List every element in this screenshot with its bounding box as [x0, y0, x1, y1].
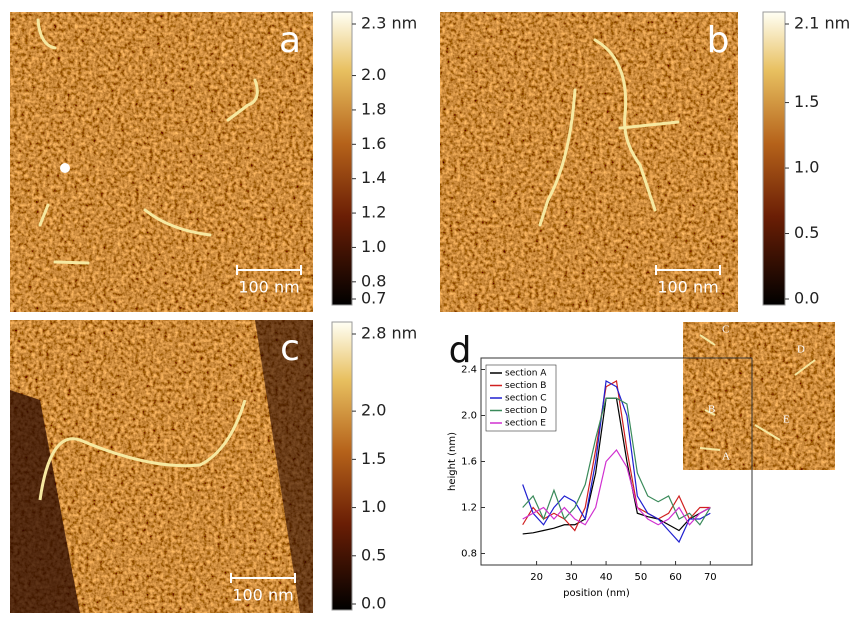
- colorbar-tick-label: 2.8 nm: [361, 324, 417, 343]
- x-tick-label: 20: [530, 572, 543, 583]
- colorbar-tick-label: 0.5: [794, 223, 819, 242]
- colorbar-tick-label: 0.0: [794, 289, 819, 308]
- afm-image-b: [440, 12, 738, 312]
- colorbar-tick-label: 0.8: [361, 271, 386, 290]
- colorbar-tick-label: 1.2: [361, 203, 386, 222]
- colorbar-tick-label: 1.4: [361, 168, 386, 187]
- x-axis-label: position (nm): [563, 588, 630, 599]
- colorbar-tick-label: 1.0: [361, 497, 386, 516]
- inset-label: B: [708, 404, 715, 416]
- afm-image-c: [10, 320, 313, 613]
- afm-inset: [683, 322, 835, 470]
- afm-image-a: [10, 12, 313, 312]
- y-tick-label: 2.0: [461, 411, 477, 422]
- colorbar-tick-label: 1.0: [794, 158, 819, 177]
- y-tick-label: 1.6: [461, 457, 477, 468]
- y-tick-label: 1.2: [461, 503, 477, 514]
- colorbar-tick-label: 2.3 nm: [361, 14, 417, 33]
- colorbar-tick-label: 2.1 nm: [794, 14, 850, 33]
- scale-bar-label: 100 nm: [657, 278, 718, 297]
- colorbar: [332, 12, 352, 305]
- panel-label: a: [279, 20, 301, 61]
- colorbar-tick-label: 0.0: [361, 594, 386, 613]
- colorbar-tick-label: 1.6: [361, 134, 386, 153]
- colorbar-tick-label: 1.5: [361, 449, 386, 468]
- legend-label: section E: [505, 419, 546, 429]
- x-tick-label: 40: [600, 572, 613, 583]
- x-tick-label: 70: [704, 572, 717, 583]
- colorbar: [332, 322, 352, 610]
- colorbar: [763, 12, 785, 305]
- legend-label: section B: [505, 381, 546, 391]
- y-tick-label: 2.4: [461, 365, 477, 376]
- panel-label: c: [280, 328, 300, 369]
- colorbar-tick-label: 0.7: [361, 289, 386, 308]
- x-tick-label: 30: [565, 572, 578, 583]
- colorbar-tick-label: 2.0: [361, 401, 386, 420]
- inset-label: E: [783, 414, 790, 426]
- scale-bar-label: 100 nm: [238, 278, 299, 297]
- colorbar-tick-label: 1.5: [794, 92, 819, 111]
- legend-label: section D: [505, 406, 547, 416]
- inset-label: D: [797, 344, 805, 356]
- inset-label: A: [722, 451, 730, 463]
- colorbar-tick-label: 1.0: [361, 237, 386, 256]
- inset-label: C: [722, 324, 729, 336]
- y-axis-label: height (nm): [447, 432, 458, 491]
- legend-label: section A: [505, 369, 547, 379]
- legend-label: section C: [505, 394, 547, 404]
- x-tick-label: 50: [634, 572, 647, 583]
- x-tick-label: 60: [669, 572, 682, 583]
- colorbar-tick-label: 1.8: [361, 99, 386, 118]
- colorbar-tick-label: 0.5: [361, 545, 386, 564]
- colorbar-tick-label: 2.0: [361, 65, 386, 84]
- y-tick-label: 0.8: [461, 549, 477, 560]
- figure: a100 nm2.3 nm2.01.81.61.41.21.00.80.7b10…: [0, 0, 866, 615]
- panel-label: b: [707, 20, 730, 61]
- scale-bar-label: 100 nm: [232, 586, 293, 605]
